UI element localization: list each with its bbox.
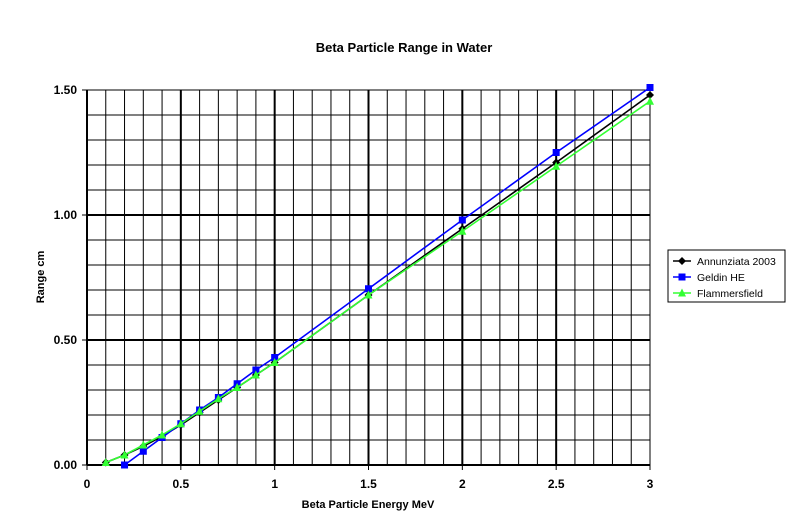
data-point xyxy=(158,430,167,439)
legend-marker xyxy=(678,273,686,281)
data-point xyxy=(458,216,466,224)
series-line xyxy=(105,94,651,464)
x-tick-label: 1 xyxy=(271,477,278,491)
x-tick-label: 3 xyxy=(647,477,654,491)
data-point xyxy=(552,161,561,170)
data-point xyxy=(139,440,148,449)
x-tick-label: 2.5 xyxy=(548,477,565,491)
y-tick-label: 1.50 xyxy=(54,83,78,97)
chart-title: Beta Particle Range in Water xyxy=(316,40,493,55)
x-tick-label: 2 xyxy=(459,477,466,491)
y-tick-label: 1.00 xyxy=(54,208,78,222)
x-tick-label: 0.5 xyxy=(172,477,189,491)
legend-marker xyxy=(678,257,686,265)
data-point xyxy=(364,290,373,299)
data-point xyxy=(365,285,372,293)
x-axis-label: Beta Particle Energy MeV xyxy=(302,499,435,511)
data-point xyxy=(121,461,129,469)
y-axis-label: Range cm xyxy=(35,250,47,303)
x-axis-ticks: 0 0.5 1 1.5 2 2.5 3 xyxy=(84,465,654,491)
y-axis-ticks: 0.00 0.50 1.00 1.50 xyxy=(54,83,87,472)
series-flammersfield xyxy=(101,96,654,466)
data-point xyxy=(251,370,260,379)
data-point xyxy=(252,366,260,374)
data-point xyxy=(458,226,467,235)
data-point xyxy=(176,419,185,428)
series-line xyxy=(105,100,651,464)
data-point xyxy=(233,383,242,391)
data-point xyxy=(646,96,654,105)
data-point xyxy=(270,358,279,366)
series-annunziata-2003 xyxy=(101,91,654,467)
data-point xyxy=(214,394,223,403)
data-point xyxy=(195,406,204,415)
legend-label: Annunziata 2003 xyxy=(697,256,776,268)
y-tick-label: 0.50 xyxy=(54,333,78,347)
data-point xyxy=(139,447,147,455)
data-point xyxy=(646,91,654,99)
grid xyxy=(86,89,651,466)
legend: Annunziata 2003 Geldin HE Flammersfield xyxy=(667,249,786,303)
x-tick-label: 0 xyxy=(84,477,91,491)
x-tick-label: 1.5 xyxy=(360,477,377,491)
legend-label: Flammersfield xyxy=(697,288,763,300)
data-point xyxy=(120,450,129,459)
y-tick-label: 0.00 xyxy=(54,458,78,472)
data-point xyxy=(552,149,560,156)
legend-label: Geldin HE xyxy=(697,272,745,284)
data-point xyxy=(271,354,279,361)
series-group xyxy=(101,84,654,469)
data-point xyxy=(101,458,110,466)
data-point xyxy=(646,84,654,91)
legend-marker xyxy=(678,288,686,297)
